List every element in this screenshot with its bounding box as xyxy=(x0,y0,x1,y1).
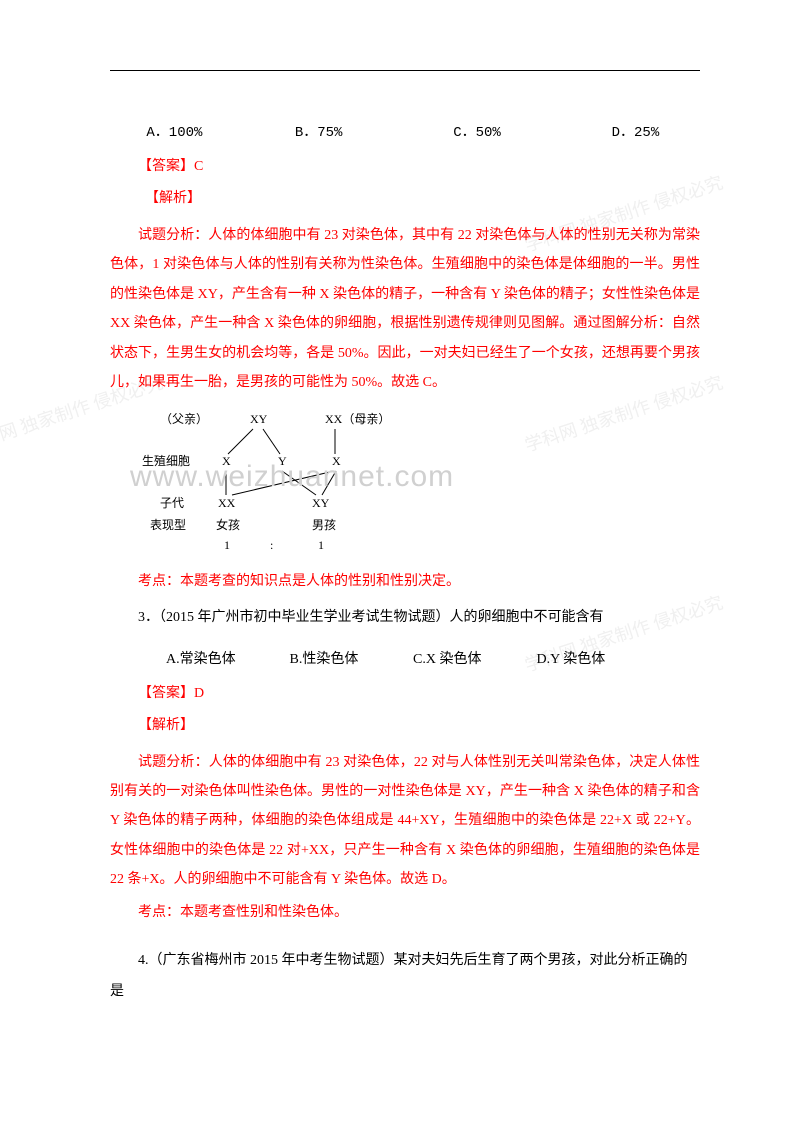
d-r1: 1 xyxy=(224,538,230,552)
d-colon: : xyxy=(270,538,273,552)
d-father-xy: XY xyxy=(250,412,268,426)
answer-1: 【答案】C xyxy=(110,155,700,175)
topic-1: 考点：本题考查的知识点是人体的性别和性别决定。 xyxy=(110,567,700,596)
d-r2: 1 xyxy=(318,538,324,552)
analysis-3: 试题分析：人体的体细胞中有 23 对染色体，22 对与人体性别无关叫常染色体，决… xyxy=(110,748,700,895)
question-3: 3．（2015 年广州市初中毕业生学业考试生物试题）人的卵细胞中不可能含有 xyxy=(110,603,700,634)
d-gx2: X xyxy=(332,454,341,468)
q-prev-options: A．100% B．75% C．50% D．25% xyxy=(110,121,700,141)
d-child-xy: XY xyxy=(312,496,330,510)
d-boy: 男孩 xyxy=(312,518,336,532)
inheritance-diagram: （父亲） XY XX（母亲） 生殖细胞 X Y X 子代 XX XY 表现型 女… xyxy=(120,409,700,559)
explain-label-3: 【解析】 xyxy=(110,714,700,734)
d-gy: Y xyxy=(278,454,287,468)
opt-a: A．100% xyxy=(146,121,286,141)
top-rule xyxy=(110,70,700,71)
d-gx1: X xyxy=(222,454,231,468)
answer-3: 【答案】D xyxy=(110,682,700,702)
opt-d: D．25% xyxy=(612,121,660,141)
q3-options: A.常染色体 B.性染色体 C.X 染色体 D.Y 染色体 xyxy=(110,648,700,668)
opt-b: B．75% xyxy=(295,121,445,141)
document-page: A．100% B．75% C．50% D．25% 【答案】C 【解析】 试题分析… xyxy=(0,0,800,1053)
q3-b: B.性染色体 xyxy=(262,648,382,668)
analysis-1: 试题分析：人体的体细胞中有 23 对染色体，其中有 22 对染色体与人体的性别无… xyxy=(110,221,700,397)
q3-d: D.Y 染色体 xyxy=(509,648,606,668)
d-child-xx: XX xyxy=(218,496,236,510)
q3-c: C.X 染色体 xyxy=(385,648,505,668)
opt-c: C．50% xyxy=(453,121,603,141)
topic-3: 考点：本题考查性别和性染色体。 xyxy=(110,898,700,927)
d-girl: 女孩 xyxy=(216,517,240,532)
question-4: 4.（广东省梅州市 2015 年中考生物试题）某对夫妇先后生育了两个男孩，对此分… xyxy=(110,946,700,1008)
d-row2-label: 生殖细胞 xyxy=(142,453,190,468)
d-mother: XX（母亲） xyxy=(325,412,390,426)
d-father: （父亲） xyxy=(160,412,208,426)
d-row3-label: 子代 xyxy=(160,496,184,510)
q3-a: A.常染色体 xyxy=(138,648,258,668)
d-row4-label: 表现型 xyxy=(150,518,186,532)
explain-label-1: 【解析】 xyxy=(110,187,700,207)
